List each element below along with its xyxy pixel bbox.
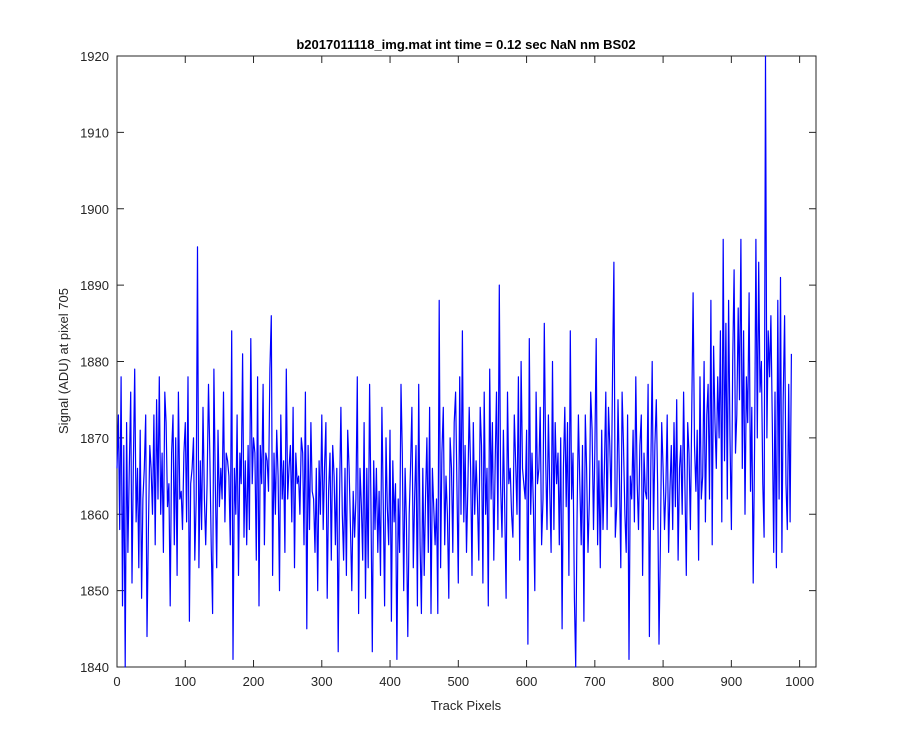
y-tick-label: 1900 xyxy=(80,202,109,217)
y-tick-label: 1920 xyxy=(80,49,109,64)
x-tick-label: 500 xyxy=(447,674,469,689)
y-tick-label: 1890 xyxy=(80,278,109,293)
y-axis-label: Signal (ADU) at pixel 705 xyxy=(56,288,71,434)
y-tick-label: 1850 xyxy=(80,584,109,599)
y-tick-label: 1880 xyxy=(80,355,109,370)
x-tick-label: 0 xyxy=(113,674,120,689)
x-axis-label: Track Pixels xyxy=(431,698,502,713)
y-tick-label: 1870 xyxy=(80,431,109,446)
y-tick-label: 1910 xyxy=(80,125,109,140)
series-line-1 xyxy=(116,55,793,668)
x-tick-label: 1000 xyxy=(785,674,814,689)
ticks-layer: 0 100 200 300 400 500 600 700 800 900 1000 1840 1850… xyxy=(80,49,816,689)
x-tick-label: 700 xyxy=(584,674,606,689)
x-tick-label: 400 xyxy=(379,674,401,689)
x-tick-label: 200 xyxy=(243,674,265,689)
x-tick-label: 300 xyxy=(311,674,333,689)
x-tick-label: 900 xyxy=(721,674,743,689)
series-layer xyxy=(116,55,793,668)
chart-title: b2017011118_img.mat int time = 0.12 sec … xyxy=(296,37,635,52)
x-tick-label: 800 xyxy=(652,674,674,689)
y-tick-label: 1840 xyxy=(80,660,109,675)
x-tick-label: 100 xyxy=(174,674,196,689)
y-tick-label: 1860 xyxy=(80,507,109,522)
x-tick-label: 600 xyxy=(516,674,538,689)
